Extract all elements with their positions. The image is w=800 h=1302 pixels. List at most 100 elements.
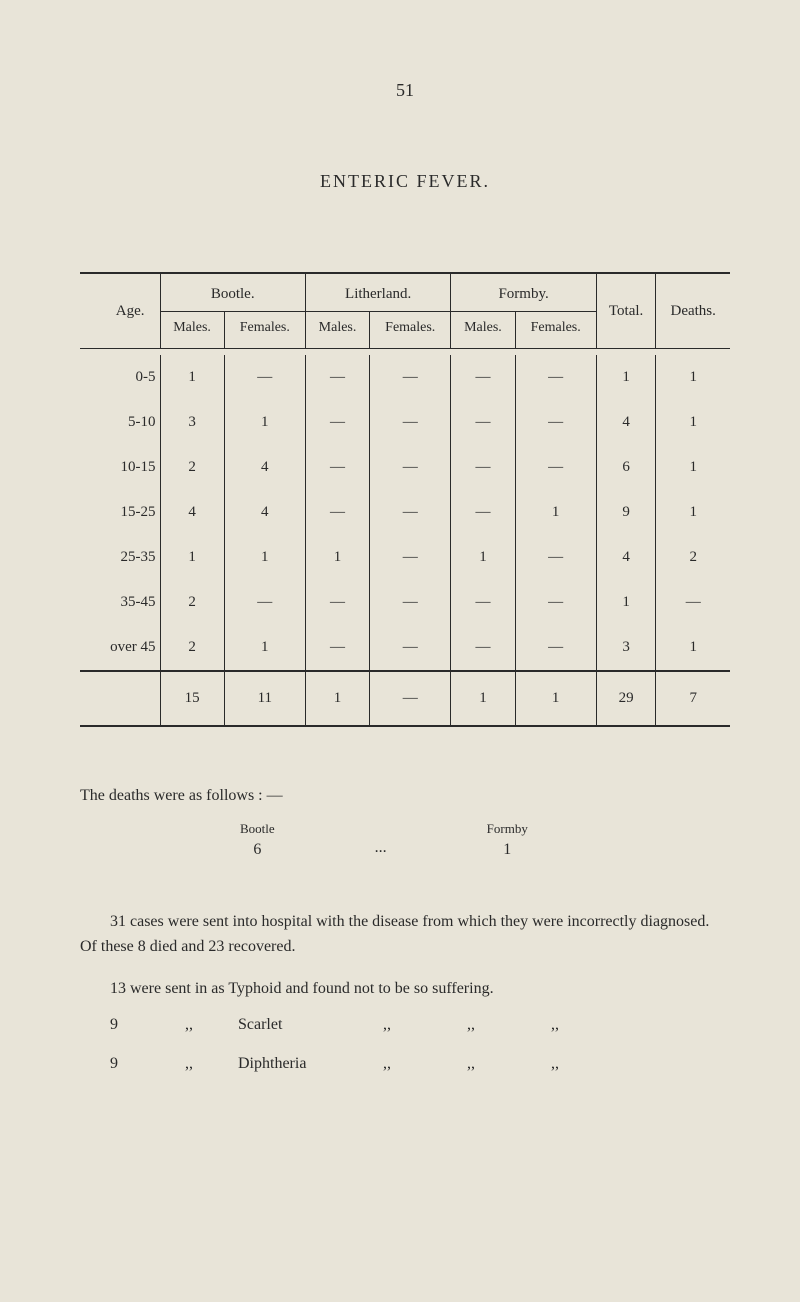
cell: 1 <box>451 671 515 726</box>
cell: — <box>451 355 515 400</box>
cell: 1 <box>451 535 515 580</box>
formby-label: Formby <box>487 821 528 837</box>
cell <box>80 671 160 726</box>
cell: — <box>305 625 369 671</box>
cell: 25-35 <box>80 535 160 580</box>
cell: 4 <box>224 490 305 535</box>
ditto: ,, <box>520 1011 590 1040</box>
cell: 2 <box>160 625 224 671</box>
ditto: ,, <box>426 1011 516 1040</box>
table-row: 0-5 1 — — — — — 1 1 <box>80 355 730 400</box>
table-row: 25-35 1 1 1 — 1 — 4 2 <box>80 535 730 580</box>
header-females: Females. <box>515 312 596 349</box>
table-row: 15-25 4 4 — — — 1 9 1 <box>80 490 730 535</box>
ditto: ,, <box>426 1050 516 1079</box>
cell: — <box>515 445 596 490</box>
cell: 9 <box>596 490 656 535</box>
formby-value: 1 <box>503 841 511 858</box>
cell: — <box>305 580 369 625</box>
ditto: ,, <box>144 1050 234 1079</box>
cell: 0-5 <box>80 355 160 400</box>
cell: — <box>370 625 451 671</box>
cell: 4 <box>596 400 656 445</box>
cell: 1 <box>656 400 730 445</box>
cell: 35-45 <box>80 580 160 625</box>
cell: — <box>515 400 596 445</box>
list-word: Diphtheria <box>238 1050 348 1079</box>
cell: — <box>305 445 369 490</box>
cell: 5-10 <box>80 400 160 445</box>
list-line-diphtheria: 9 ,, Diphtheria ,, ,, ,, <box>80 1050 730 1079</box>
cell: — <box>305 355 369 400</box>
table-row: 35-45 2 — — — — — 1 — <box>80 580 730 625</box>
cell: — <box>451 490 515 535</box>
cell: 1 <box>656 445 730 490</box>
cell: — <box>370 490 451 535</box>
dots: ... <box>375 839 387 859</box>
cell: 3 <box>596 625 656 671</box>
cell: 1 <box>305 535 369 580</box>
cell: 1 <box>224 400 305 445</box>
cell: — <box>370 355 451 400</box>
cell: 3 <box>160 400 224 445</box>
cell: over 45 <box>80 625 160 671</box>
cell: — <box>370 445 451 490</box>
cell: — <box>224 355 305 400</box>
header-males: Males. <box>451 312 515 349</box>
ditto: ,, <box>352 1050 422 1079</box>
paragraph-1: 31 cases were sent into hospital with th… <box>80 909 730 960</box>
list-num: 9 <box>110 1050 140 1079</box>
header-litherland: Litherland. <box>305 273 450 312</box>
header-deaths: Deaths. <box>656 273 730 349</box>
cell: — <box>370 400 451 445</box>
cell: — <box>515 580 596 625</box>
cell: — <box>305 490 369 535</box>
cell: 7 <box>656 671 730 726</box>
cell: 11 <box>224 671 305 726</box>
cell: 1 <box>160 535 224 580</box>
cell: 1 <box>515 671 596 726</box>
ditto: ,, <box>520 1050 590 1079</box>
enteric-fever-table: Age. Bootle. Litherland. Formby. Total. … <box>80 272 730 727</box>
cell: 15-25 <box>80 490 160 535</box>
cell: 15 <box>160 671 224 726</box>
list-word: Scarlet <box>238 1011 348 1040</box>
table-row: over 45 2 1 — — — — 3 1 <box>80 625 730 671</box>
page-number: 51 <box>80 80 730 101</box>
cell: 6 <box>596 445 656 490</box>
cell: 1 <box>224 625 305 671</box>
cell: — <box>515 355 596 400</box>
cell: — <box>370 580 451 625</box>
cell: 1 <box>515 490 596 535</box>
header-females: Females. <box>370 312 451 349</box>
cell: — <box>451 625 515 671</box>
cell: — <box>515 625 596 671</box>
cell: — <box>656 580 730 625</box>
header-formby: Formby. <box>451 273 596 312</box>
cell: 4 <box>224 445 305 490</box>
cell: 4 <box>160 490 224 535</box>
cell: 4 <box>596 535 656 580</box>
cell: 1 <box>160 355 224 400</box>
cell: — <box>515 535 596 580</box>
header-males: Males. <box>305 312 369 349</box>
header-bootle: Bootle. <box>160 273 305 312</box>
page-title: ENTERIC FEVER. <box>80 171 730 192</box>
cell: 1 <box>596 355 656 400</box>
header-males: Males. <box>160 312 224 349</box>
bootle-value: 6 <box>253 841 261 858</box>
cell: 10-15 <box>80 445 160 490</box>
ditto: ,, <box>144 1011 234 1040</box>
cell: 29 <box>596 671 656 726</box>
cell: — <box>451 445 515 490</box>
table-row: 10-15 2 4 — — — — 6 1 <box>80 445 730 490</box>
cell: — <box>370 535 451 580</box>
table-row: 5-10 3 1 — — — — 4 1 <box>80 400 730 445</box>
header-age: Age. <box>80 273 160 349</box>
list-num: 9 <box>110 1011 140 1040</box>
cell: — <box>305 400 369 445</box>
header-total: Total. <box>596 273 656 349</box>
list-line-scarlet: 9 ,, Scarlet ,, ,, ,, <box>80 1011 730 1040</box>
bootle-label: Bootle <box>240 821 275 837</box>
header-females: Females. <box>224 312 305 349</box>
